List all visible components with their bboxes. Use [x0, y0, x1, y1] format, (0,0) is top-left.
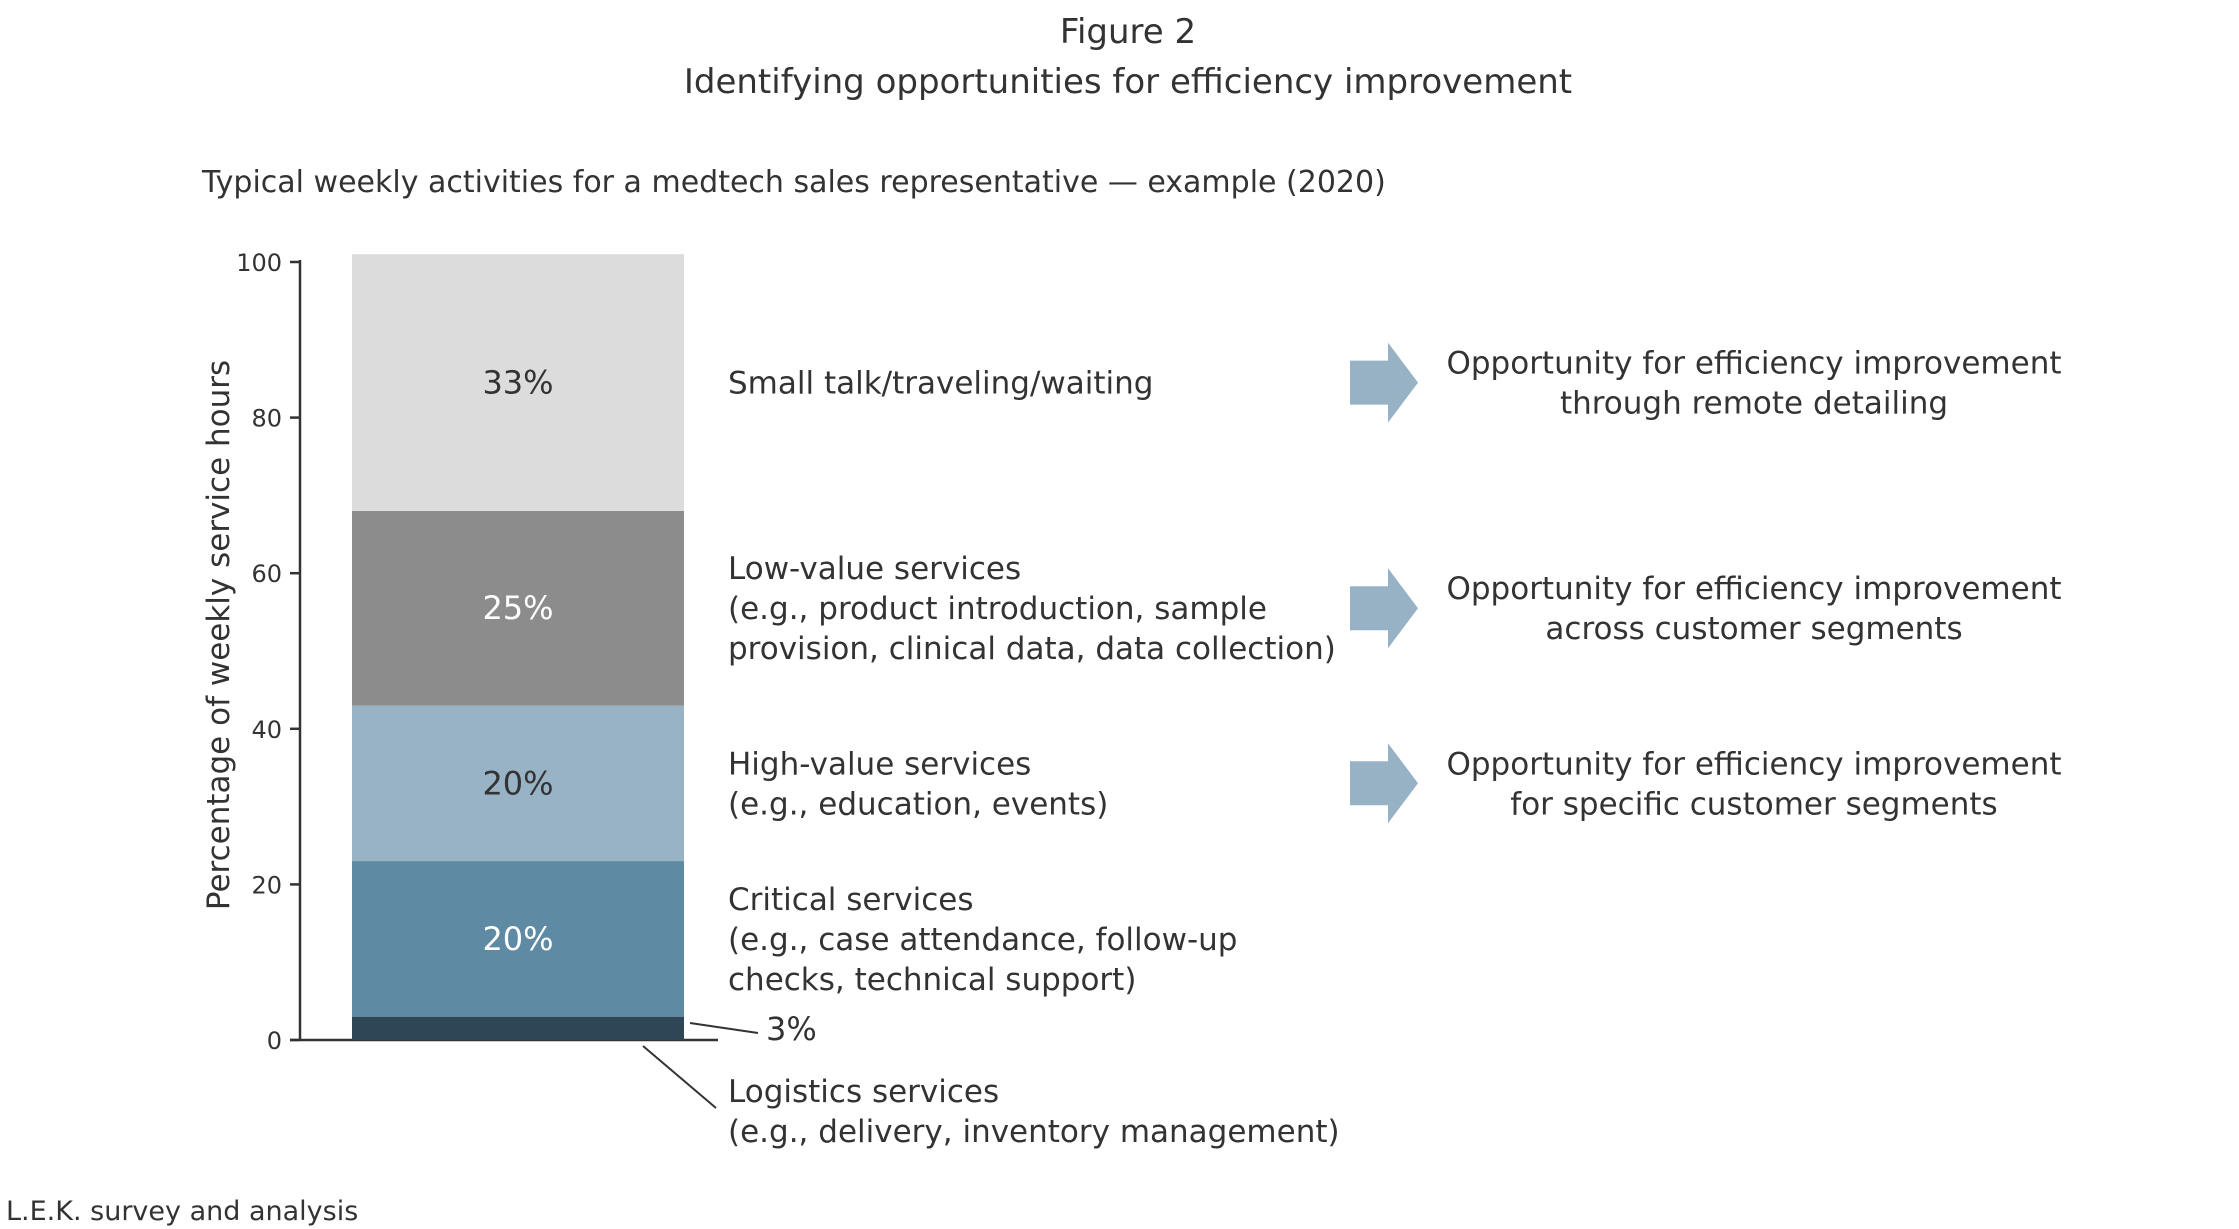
opportunity-text: Opportunity for efficiency improvement: [1446, 746, 2061, 782]
segment-category-label: checks, technical support): [728, 962, 1136, 998]
segment-category-label: Low-value services: [728, 551, 1021, 587]
y-tick-label: 100: [236, 249, 282, 277]
segment-category-label: Critical services: [728, 882, 973, 918]
opportunity-text: for specific customer segments: [1510, 786, 1997, 822]
opportunity-arrow-icon: [1350, 342, 1418, 423]
segment-category-label: provision, clinical data, data collectio…: [728, 631, 1336, 667]
segment-category-label: Small talk/traveling/waiting: [728, 366, 1153, 402]
segment-value-label: 25%: [482, 589, 553, 627]
opportunity-text: across customer segments: [1545, 611, 1962, 647]
opportunity-text: Opportunity for efficiency improvement: [1446, 346, 2061, 382]
bar-segment: [352, 861, 684, 1017]
segment-category-label: (e.g., education, events): [728, 786, 1108, 822]
segment-category-label: High-value services: [728, 746, 1031, 782]
value-leader-line: [689, 1022, 759, 1034]
opportunity-text: Opportunity for efficiency improvement: [1446, 571, 2061, 607]
segment-category-label: Logistics services: [728, 1074, 999, 1110]
chart-subtitle: Typical weekly activities for a medtech …: [201, 165, 1386, 200]
opportunity-arrow-icon: [1350, 568, 1418, 649]
plot-area: 0 20 40 60 80 100 3% Logistics services (e.g., d…: [236, 249, 2061, 1150]
y-axis-label: Percentage of weekly service hours: [201, 360, 237, 910]
chart-title: Identifying opportunities for efficiency…: [684, 62, 1572, 102]
segment-category-label: (e.g., product introduction, sample: [728, 591, 1267, 627]
bar-segment: [352, 510, 684, 706]
segment-value-label: 33%: [482, 364, 553, 402]
segment-category-label: (e.g., case attendance, follow-up: [728, 922, 1238, 958]
bar-segment: [352, 254, 684, 511]
opportunity-arrow-icon: [1350, 743, 1418, 824]
segment-value-label: 20%: [482, 920, 553, 958]
y-tick-label: 60: [251, 560, 282, 588]
figure-label: Figure 2: [1060, 12, 1196, 52]
segment-category-label: (e.g., delivery, inventory management): [728, 1114, 1340, 1150]
y-tick-label: 20: [251, 871, 282, 899]
y-tick-label: 40: [251, 716, 282, 744]
segment-value-label: 20%: [482, 764, 553, 802]
bar-segment: [352, 705, 684, 862]
bar-segment: [352, 1016, 684, 1040]
segment-value-label: 3%: [766, 1010, 817, 1048]
source-note: L.E.K. survey and analysis: [6, 1196, 358, 1227]
y-tick-label: 0: [267, 1027, 282, 1055]
label-leader-line: [642, 1045, 717, 1109]
y-tick-label: 80: [251, 405, 282, 433]
opportunity-text: through remote detailing: [1560, 386, 1948, 422]
